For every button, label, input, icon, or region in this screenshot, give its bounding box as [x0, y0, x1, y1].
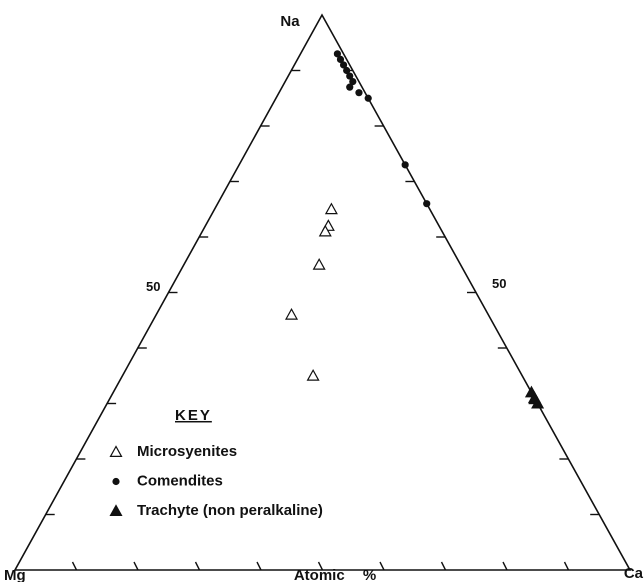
- vertex-label-right: Ca: [624, 565, 644, 582]
- data-point: [339, 61, 348, 69]
- tick-mark: [440, 561, 447, 571]
- legend-label: Trachyte (non peralkaline): [137, 502, 323, 519]
- triangle-frame: [13, 13, 632, 571]
- legend-title: KEY: [175, 407, 212, 424]
- tick-mark: [133, 561, 139, 571]
- axis-label: Atomic %: [294, 567, 376, 582]
- tick-mark: [379, 561, 385, 571]
- tick-mark: [563, 561, 570, 571]
- data-point: [423, 200, 431, 208]
- legend-label: Comendites: [137, 472, 223, 489]
- data-point: [355, 89, 363, 97]
- data-point: [324, 202, 338, 215]
- data-point: [333, 50, 342, 58]
- data-point: [306, 369, 320, 381]
- tick-label: 50: [146, 279, 160, 294]
- data-point: [364, 94, 372, 102]
- data-point: [336, 55, 345, 64]
- data-point: [401, 161, 409, 169]
- tick-label: 50: [492, 276, 506, 291]
- tick-mark: [317, 561, 324, 571]
- tick-mark: [256, 561, 262, 571]
- data-point: [285, 307, 299, 320]
- data-point: [531, 396, 545, 409]
- vertex-label-top: Na: [280, 13, 300, 30]
- data-point: [318, 224, 332, 237]
- data-point: [346, 72, 354, 80]
- tick-mark: [502, 561, 508, 571]
- data-point: [346, 83, 354, 91]
- data-point: [349, 78, 357, 86]
- legend-label: Microsyenites: [137, 443, 237, 460]
- legend-symbol: [112, 477, 120, 486]
- tick-mark: [71, 561, 78, 571]
- data-point: [343, 66, 351, 75]
- vertex-label-left: Mg: [4, 567, 26, 582]
- data-point: [312, 258, 326, 270]
- legend-symbol: [109, 504, 123, 517]
- legend-symbol: [109, 445, 123, 457]
- tick-mark: [194, 561, 201, 571]
